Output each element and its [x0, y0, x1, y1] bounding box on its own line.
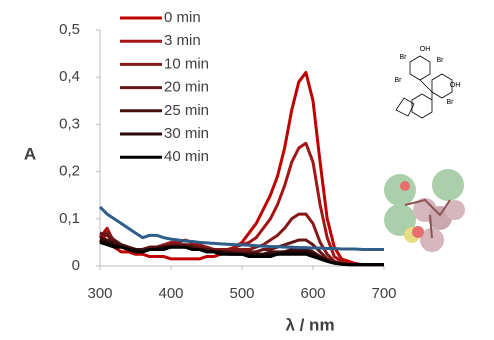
structure-label: Br — [400, 54, 408, 61]
y-tick-label: 0 — [72, 257, 80, 274]
legend-label: 30 min — [164, 125, 209, 142]
x-axis-label: λ / nm — [285, 315, 334, 334]
y-tick-label: 0,5 — [59, 21, 80, 38]
legend-label: 0 min — [164, 9, 201, 26]
x-tick-label: 400 — [158, 285, 183, 302]
structure-label: Br — [447, 99, 455, 106]
legend-label: 20 min — [164, 79, 209, 96]
y-tick-label: 0,4 — [59, 68, 80, 85]
y-tick-label: 0,1 — [59, 210, 80, 227]
y-axis-label: A — [24, 144, 36, 163]
structure-label: OH — [450, 82, 461, 89]
x-tick-label: 700 — [371, 285, 396, 302]
x-tick-label: 300 — [87, 285, 112, 302]
legend-label: 3 min — [164, 32, 201, 49]
x-tick-label: 600 — [300, 285, 325, 302]
x-tick-label: 500 — [229, 285, 254, 302]
structure-label: Br — [395, 77, 403, 84]
legend-label: 10 min — [164, 55, 209, 72]
y-tick-label: 0,2 — [59, 163, 80, 180]
structure-label: OH — [420, 46, 431, 53]
y-tick-label: 0,3 — [59, 115, 80, 132]
legend-label: 25 min — [164, 102, 209, 119]
legend-label: 40 min — [164, 148, 209, 165]
chart: A λ / nm 0 0,1 0,2 0,3 0,4 0,5 300 400 500 600 700… — [0, 0, 494, 340]
structure-label: Br — [437, 57, 445, 64]
